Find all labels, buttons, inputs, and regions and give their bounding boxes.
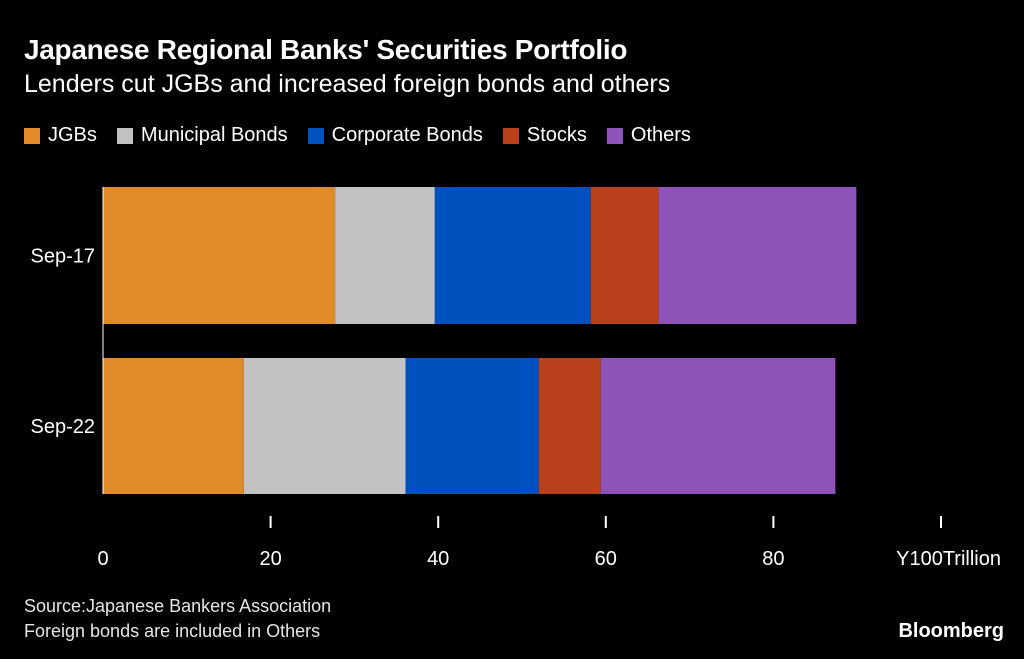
- bar-municipal-bonds-sep-22: [243, 358, 406, 494]
- bar-stocks-sep-22: [538, 358, 601, 494]
- x-tick-label-20: 20: [259, 548, 281, 570]
- legend-item-municipal-bonds: Municipal Bonds: [116, 124, 288, 147]
- legend-label-municipal-bonds: Municipal Bonds: [140, 124, 288, 146]
- chart-title: Japanese Regional Banks' Securities Port…: [24, 34, 628, 65]
- bar-corporate-bonds-sep-22: [405, 358, 539, 494]
- legend-label-jgbs: JGBs: [48, 124, 97, 146]
- legend-swatch-stocks: [502, 127, 519, 144]
- source-note: Source:Japanese Bankers Association: [24, 596, 332, 616]
- x-tick-label-0: 0: [97, 548, 108, 570]
- chart-subtitle: Lenders cut JGBs and increased foreign b…: [24, 70, 671, 98]
- legend-swatch-jgbs: [24, 127, 40, 144]
- bar-corporate-bonds-sep-17: [434, 187, 591, 324]
- legend: JGBs Municipal Bonds Corporate Bonds Sto…: [24, 124, 711, 147]
- legend-label-stocks: Stocks: [526, 124, 587, 146]
- x-tick-label-100: Y100Trillion: [896, 548, 1001, 570]
- legend-swatch-others: [606, 127, 623, 144]
- legend-item-others: Others: [606, 124, 691, 147]
- x-tick-label-60: 60: [595, 548, 617, 570]
- legend-label-corporate-bonds: Corporate Bonds: [331, 124, 483, 146]
- legend-item-jgbs: JGBs: [24, 124, 97, 147]
- category-label-sep-17: Sep-17: [31, 246, 96, 268]
- bar-others-sep-17: [658, 187, 857, 324]
- legend-item-corporate-bonds: Corporate Bonds: [307, 124, 483, 147]
- legend-swatch-corporate-bonds: [307, 127, 324, 144]
- foreign-bonds-note: Foreign bonds are included in Others: [24, 621, 321, 641]
- bar-stocks-sep-17: [590, 187, 659, 324]
- x-tick-label-80: 80: [762, 548, 784, 570]
- bar-others-sep-22: [600, 358, 836, 494]
- footer: Source:Japanese Bankers Association Fore…: [24, 594, 331, 644]
- legend-swatch-municipal-bonds: [116, 127, 133, 144]
- legend-label-others: Others: [630, 124, 691, 146]
- legend-item-stocks: Stocks: [502, 124, 587, 147]
- bloomberg-logo: Bloomberg: [898, 620, 1004, 642]
- x-tick-label-40: 40: [427, 548, 449, 570]
- bar-jgbs-sep-22: [103, 358, 244, 494]
- bar-municipal-bonds-sep-17: [335, 187, 435, 324]
- bar-jgbs-sep-17: [103, 187, 336, 324]
- category-label-sep-22: Sep-22: [31, 416, 96, 438]
